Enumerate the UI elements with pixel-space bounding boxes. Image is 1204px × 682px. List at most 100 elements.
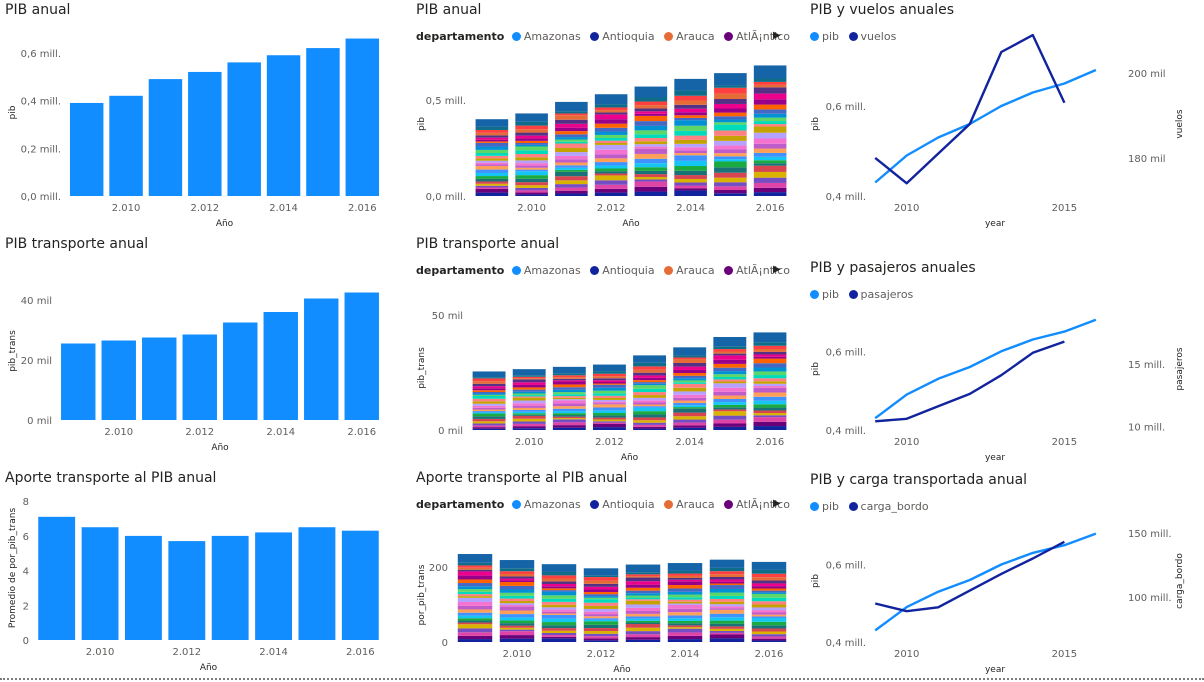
legend-item-atlantico[interactable]: AtlÃ¡ntico: [724, 264, 790, 277]
bar-segment-2016: [753, 342, 787, 346]
bar-segment-2016: [753, 171, 787, 178]
legend-item-arauca[interactable]: Arauca: [664, 498, 715, 511]
bar-segment-2011: [541, 636, 577, 639]
bar-segment-2010: [499, 620, 535, 624]
bar-segment-2012: [592, 424, 626, 428]
bar-segment-2012: [594, 114, 628, 120]
caret-right-icon[interactable]: ▶: [773, 264, 781, 275]
bar-segment-2013: [634, 153, 668, 159]
bar-segment-2015: [713, 409, 747, 412]
bar-segment-2010: [512, 411, 546, 414]
bar-segment-2009: [457, 596, 493, 598]
chart-aporte-transporte-departamento[interactable]: Aporte transporte al PIB anual departame…: [416, 470, 801, 676]
legend-item-atlantico[interactable]: AtlÃ¡ntico: [724, 30, 790, 43]
legend-item-antioquia[interactable]: Antioquia: [590, 264, 655, 277]
series-line-pib: [874, 532, 1097, 632]
legend-item-pib[interactable]: pib: [810, 500, 839, 513]
legend-item-amazonas[interactable]: Amazonas: [511, 498, 581, 511]
legend-item-pasajeros[interactable]: pasajeros: [848, 288, 913, 301]
legend-item-antioquia[interactable]: Antioquia: [590, 30, 655, 43]
bar-segment-2010: [499, 595, 535, 599]
bar-segment-2013: [625, 637, 661, 640]
bar-segment-2014: [673, 387, 707, 392]
bar-segment-2014: [674, 160, 707, 167]
bar-segment-2010: [512, 382, 546, 385]
legend-item-carga-bordo[interactable]: carga_bordo: [848, 500, 929, 513]
bar-segment-2013: [633, 380, 667, 383]
bar-segment-2011: [552, 400, 586, 404]
chart-title: PIB y pasajeros anuales: [810, 260, 976, 276]
bar-segment-2014: [674, 153, 707, 156]
bar-segment-2016: [753, 93, 787, 100]
legend-item-amazonas[interactable]: Amazonas: [511, 30, 581, 43]
chart-title: PIB anual: [5, 2, 71, 18]
chart-pib-anual[interactable]: PIB anual 0,0 mill. 0,2 mill. 0,4 mill. 0,6…: [5, 2, 390, 234]
bar-segment-2009: [472, 413, 506, 417]
y-tick-label: 6: [23, 532, 29, 543]
bar-segment-2016: [753, 187, 787, 193]
bar-segment-2016: [751, 612, 787, 615]
legend-item-arauca[interactable]: Arauca: [664, 30, 715, 43]
bar-2016: [345, 38, 380, 196]
bar-segment-2012: [592, 390, 626, 394]
bar-segment-2012: [583, 586, 619, 590]
bar-segment-2016: [751, 614, 787, 617]
bar-segment-2012: [592, 364, 626, 372]
x-axis-title: year: [985, 665, 1005, 675]
chart-pib-anual-departamento[interactable]: PIB anual departamento Amazonas Antioqui…: [416, 2, 801, 234]
x-tick-label: 2010: [894, 649, 919, 660]
chart-aporte-transporte[interactable]: Aporte transporte al PIB anual 0 2 4 6 8 2.01…: [5, 470, 390, 676]
x-tick-label: 2.014: [671, 649, 700, 660]
bar-segment-2013: [633, 397, 667, 401]
bar-segment-2016: [751, 586, 787, 589]
bar-segment-2012: [594, 107, 628, 111]
legend-item-arauca[interactable]: Arauca: [664, 264, 715, 277]
legend-item-vuelos[interactable]: vuelos: [848, 30, 896, 43]
bar-segment-2011: [552, 408, 586, 412]
chart-pib-pasajeros[interactable]: PIB y pasajeros anuales pib pasajeros 0,…: [810, 260, 1200, 466]
chart-pib-transporte-departamento[interactable]: PIB transporte anual departamento Amazon…: [416, 236, 801, 466]
bar-segment-2016: [753, 87, 787, 94]
bar-segment-2010: [499, 560, 535, 569]
x-tick-label: 2.014: [269, 203, 298, 214]
bar-segment-2014: [674, 185, 707, 189]
bar-segment-2015: [714, 159, 747, 162]
bar-segment-2014: [667, 594, 703, 598]
legend-item-amazonas[interactable]: Amazonas: [511, 264, 581, 277]
bar-segment-2012: [583, 618, 619, 620]
legend-title: departamento: [416, 498, 505, 511]
bar-segment-2012: [583, 580, 619, 584]
bar-segment-2013: [633, 414, 667, 418]
bar-segment-2009: [475, 160, 509, 163]
legend-dot: [590, 500, 600, 509]
legend-item-atlantico[interactable]: AtlÃ¡ntico: [724, 498, 790, 511]
bar-segment-2016: [753, 363, 787, 368]
bar-segment-2013: [625, 574, 661, 577]
bar-segment-2011: [552, 427, 586, 430]
bar-segment-2011: [541, 622, 577, 626]
bar-segment-2013: [634, 191, 668, 196]
bar-segment-2011: [552, 411, 586, 414]
legend-item-pib[interactable]: pib: [810, 288, 839, 301]
bar-segment-2009: [457, 589, 493, 592]
caret-right-icon[interactable]: ▶: [773, 498, 781, 509]
bar-segment-2010: [515, 169, 548, 172]
caret-right-icon[interactable]: ▶: [773, 30, 781, 41]
chart-pib-transporte[interactable]: PIB transporte anual 0 mil 20 mil 40 mil 2.…: [5, 236, 390, 460]
bar-segment-2014: [667, 608, 703, 613]
bar-segment-2015: [713, 351, 747, 354]
chart-pib-carga[interactable]: PIB y carga transportada anual pib carga…: [810, 472, 1200, 676]
chart-pib-vuelos[interactable]: PIB y vuelos anuales pib vuelos 0,4 mill…: [810, 2, 1200, 234]
legend-item-antioquia[interactable]: Antioquia: [590, 498, 655, 511]
bar-segment-2013: [633, 417, 667, 421]
bar-segment-2015: [714, 167, 747, 173]
bar-segment-2013: [633, 424, 667, 427]
bar-segment-2014: [674, 182, 707, 186]
x-axis-title: Año: [613, 665, 631, 675]
bar-segment-2014: [674, 139, 707, 144]
bar-segment-2009: [457, 571, 493, 576]
legend-item-pib[interactable]: pib: [810, 30, 839, 43]
bar-segment-2009: [457, 632, 493, 636]
bar-segment-2013: [633, 395, 667, 398]
bar-segment-2011: [541, 611, 577, 614]
